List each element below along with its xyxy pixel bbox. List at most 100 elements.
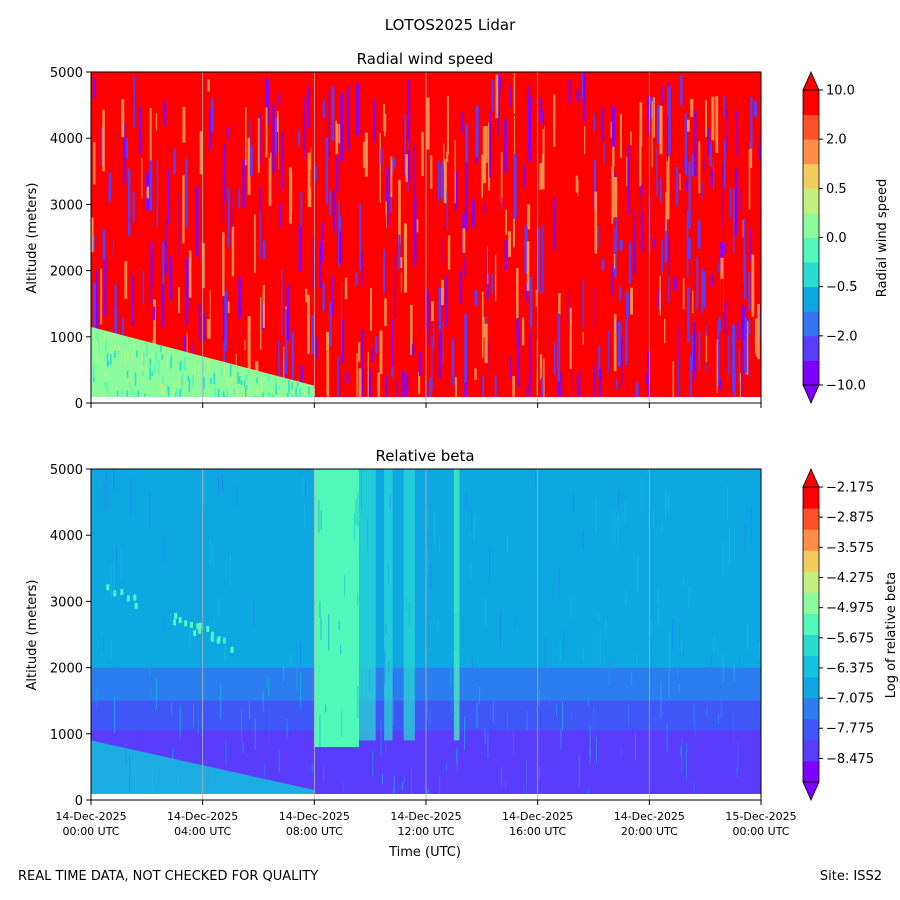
heatmap-cloud-cell <box>198 627 202 634</box>
heatmap-cell <box>415 292 418 304</box>
heatmap-cell <box>151 371 153 376</box>
colorbar-segment <box>803 188 819 214</box>
heatmap-cell <box>576 89 580 102</box>
heatmap-cell <box>549 105 552 124</box>
heatmap-cell <box>481 154 484 198</box>
colorbar-tick-label: 0.0 <box>826 231 847 246</box>
heatmap-cell <box>688 161 691 229</box>
heatmap-cell <box>465 123 469 163</box>
heatmap-cell <box>553 94 556 147</box>
heatmap-cell <box>456 749 458 763</box>
x-tick-label-time: 00:00 UTC <box>62 825 119 838</box>
heatmap-cell <box>482 375 485 403</box>
heatmap-cell <box>729 304 733 337</box>
heatmap-cell <box>667 495 669 508</box>
heatmap-cell <box>484 126 488 163</box>
heatmap-cell <box>751 254 755 317</box>
y-tick-label: 2000 <box>50 662 83 677</box>
heatmap-cell <box>164 537 166 564</box>
heatmap-cell <box>343 575 345 596</box>
heatmap-cell <box>537 100 541 159</box>
heatmap-cell <box>323 765 325 783</box>
heatmap-cell <box>416 219 419 233</box>
heatmap-cell <box>545 128 549 178</box>
heatmap-cell <box>424 380 429 403</box>
heatmap-cell <box>525 759 527 797</box>
heatmap-cell <box>607 658 609 694</box>
heatmap-cell <box>253 214 256 273</box>
heatmap-cell <box>100 127 103 166</box>
heatmap-cell <box>225 740 227 763</box>
heatmap-column <box>384 469 393 741</box>
heatmap-cell <box>543 358 545 403</box>
heatmap-cell <box>226 388 229 401</box>
heatmap-cell <box>637 555 639 594</box>
heatmap-cell <box>464 314 467 383</box>
heatmap-cell <box>729 177 732 188</box>
heatmap-cell <box>114 697 116 733</box>
heatmap-cell <box>150 687 152 698</box>
heatmap-cell <box>329 301 332 347</box>
heatmap-cell <box>283 551 285 571</box>
colorbar-tick-label: −2.175 <box>826 481 874 496</box>
heatmap-cell <box>201 706 203 737</box>
heatmap-cell <box>568 80 571 104</box>
heatmap-cell <box>201 672 203 706</box>
heatmap-cell <box>707 673 709 708</box>
heatmap-cell <box>582 72 584 100</box>
heatmap-cell <box>193 704 195 727</box>
heatmap-cell <box>477 180 480 217</box>
heatmap-cell <box>703 271 706 308</box>
heatmap-cell <box>740 120 742 188</box>
heatmap-cell <box>681 739 683 774</box>
heatmap-cell <box>528 96 532 162</box>
heatmap-cell <box>538 98 542 141</box>
heatmap-cell <box>203 471 205 505</box>
heatmap-cell <box>103 636 105 652</box>
heatmap-cell <box>529 561 531 585</box>
colorbar-segment <box>803 718 819 741</box>
heatmap-cell <box>372 750 374 777</box>
panel-relative-beta: Relative beta 0 1000 2000 3000 4000 5000 14-D… <box>25 447 899 860</box>
heatmap-cell <box>693 322 696 380</box>
heatmap-cell <box>460 95 464 113</box>
heatmap-cell <box>668 666 670 699</box>
heatmap-cell <box>206 250 210 319</box>
heatmap-cell <box>596 225 599 249</box>
heatmap-cell <box>146 186 150 199</box>
heatmap-cell <box>685 180 688 191</box>
heatmap-cell <box>726 275 729 337</box>
heatmap-cell <box>120 549 122 579</box>
heatmap-cell <box>582 331 584 345</box>
heatmap-cell <box>434 511 436 546</box>
heatmap-cell <box>256 377 258 384</box>
colorbar-tick-label: 10.0 <box>826 84 855 99</box>
heatmap-cell <box>649 678 651 688</box>
heatmap-cell <box>377 372 381 403</box>
heatmap-cell <box>605 112 607 163</box>
heatmap-cell <box>447 235 451 270</box>
heatmap-cell <box>210 524 212 552</box>
heatmap-cell <box>538 227 541 293</box>
heatmap-cell <box>421 217 425 250</box>
heatmap-cell <box>605 618 607 640</box>
heatmap-cell <box>385 201 387 229</box>
colorbar-tick-label: −10.0 <box>826 379 866 394</box>
heatmap-cell <box>753 101 757 117</box>
heatmap-cell <box>328 614 330 651</box>
heatmap-cell <box>677 566 679 599</box>
heatmap-cell <box>328 90 330 157</box>
heatmap-cell <box>396 379 399 403</box>
heatmap-cell <box>337 84 340 125</box>
heatmap-cell <box>442 321 444 365</box>
heatmap-cell <box>167 168 170 223</box>
heatmap-cell <box>685 305 688 348</box>
heatmap-cell <box>265 107 268 158</box>
heatmap-cell <box>428 292 431 346</box>
heatmap-cell <box>521 317 525 346</box>
heatmap-cell <box>211 153 214 220</box>
heatmap-cell <box>669 85 671 153</box>
heatmap-cell <box>118 347 121 353</box>
heatmap-cell <box>177 377 180 385</box>
heatmap-cell <box>161 284 165 328</box>
